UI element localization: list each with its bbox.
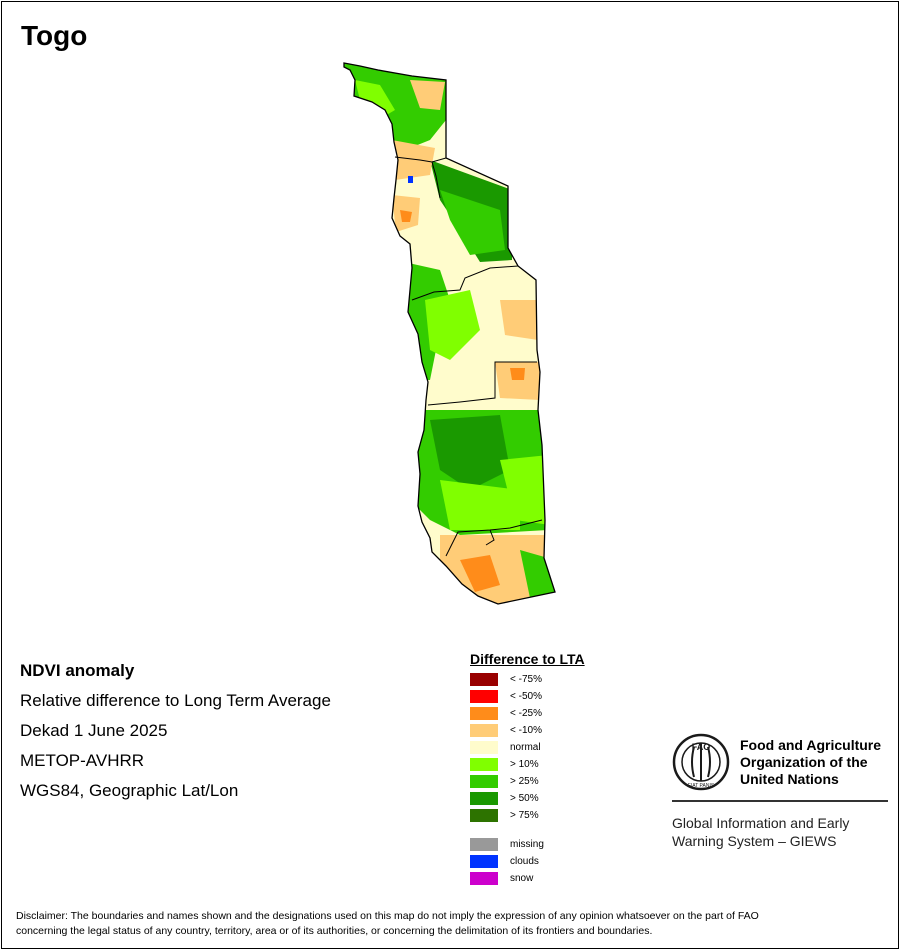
legend-item: < -75% [470,671,585,688]
region-boundary-centrale [411,265,519,301]
map-clouds-spot [408,176,413,183]
legend-swatch [470,792,498,805]
legend-label: < -75% [510,674,542,685]
map-east-mid-orange-dark [510,368,525,380]
giews-line1: Global Information and Early [672,815,850,831]
legend-swatch [470,707,498,720]
region-boundary-maritime-south [485,529,495,546]
legend-label: missing [510,839,544,850]
legend-swatch [470,838,498,851]
legend-swatch [470,690,498,703]
legend-item: < -10% [470,722,585,739]
disclaimer: Disclaimer: The boundaries and names sho… [16,909,886,939]
disclaimer-line2: concerning the legal status of any count… [16,925,653,937]
legend-label: snow [510,873,534,884]
legend-label: < -50% [510,691,542,702]
map-east-mid-orange [495,362,540,400]
map-west-lightgreen [425,290,480,360]
region-boundary-savanes [394,156,447,163]
info-heading: NDVI anomaly [20,661,135,680]
legend-swatch [470,775,498,788]
legend-item: > 10% [470,756,585,773]
legend: Difference to LTA < -75% < -50% < -25% < -1… [470,651,585,887]
map-title: Togo [21,20,88,51]
fao-logo-text: FAO [692,742,711,752]
disclaimer-line1: Disclaimer: The boundaries and names sho… [16,910,759,922]
legend-label: > 75% [510,810,539,821]
map-info-block: NDVI anomaly Relative difference to Long… [20,656,331,806]
legend-item: > 75% [470,807,585,824]
info-line-3: METOP-AVHRR [20,751,145,770]
fao-name: Food and Agriculture Organization of the… [740,737,881,788]
legend-item: > 50% [470,790,585,807]
legend-label: clouds [510,856,539,867]
legend-extra: missing clouds snow [470,836,585,887]
fao-name-line2: Organization of the [740,753,868,770]
legend-swatch [470,673,498,686]
fao-divider [672,800,888,802]
legend-label: < -10% [510,725,542,736]
legend-label: > 50% [510,793,539,804]
fao-emblem-icon: FAO FIAT PANIS [672,733,730,791]
legend-item: missing [470,836,585,853]
map-northwest-orange [392,140,435,180]
legend-title: Difference to LTA [470,651,585,667]
map-south-darkgreen [430,415,510,490]
togo-ndvi-map [343,62,556,605]
map-east-orange [500,300,538,340]
legend-swatch [470,724,498,737]
legend-item: < -25% [470,705,585,722]
info-line-1: Relative difference to Long Term Average [20,691,331,710]
info-line-2: Dekad 1 June 2025 [20,721,168,740]
legend-swatch [470,741,498,754]
region-boundary-plateaux [427,361,537,406]
giews-line2: Warning System – GIEWS [672,833,837,849]
map-north-orange [410,80,445,110]
region-boundary-kara [431,161,441,199]
giews-text: Global Information and Early Warning Sys… [672,814,888,850]
map-northeast-green [440,190,505,255]
info-line-4: WGS84, Geographic Lat/Lon [20,781,239,800]
legend-item: > 25% [470,773,585,790]
legend-swatch [470,855,498,868]
legend-label: > 10% [510,759,539,770]
map-west-orange-dark [400,210,412,222]
legend-swatch [470,872,498,885]
country-border [343,62,556,605]
map-south-orange-dark [460,555,500,592]
legend-label: > 25% [510,776,539,787]
legend-item: < -50% [470,688,585,705]
legend-item: normal [470,739,585,756]
legend-item: clouds [470,853,585,870]
legend-item: snow [470,870,585,887]
fao-logo-motto: FIAT PANIS [688,783,715,789]
legend-label: < -25% [510,708,542,719]
fao-logo-block: FAO FIAT PANIS Food and Agriculture Orga… [672,732,888,850]
legend-label: normal [510,742,541,753]
fao-name-line3: United Nations [740,770,839,787]
map-south-lightgreen [440,480,520,530]
fao-name-line1: Food and Agriculture [740,736,882,753]
legend-classes: < -75% < -50% < -25% < -10% normal > 10% > 25%… [470,671,585,824]
legend-swatch [470,809,498,822]
legend-swatch [470,758,498,771]
